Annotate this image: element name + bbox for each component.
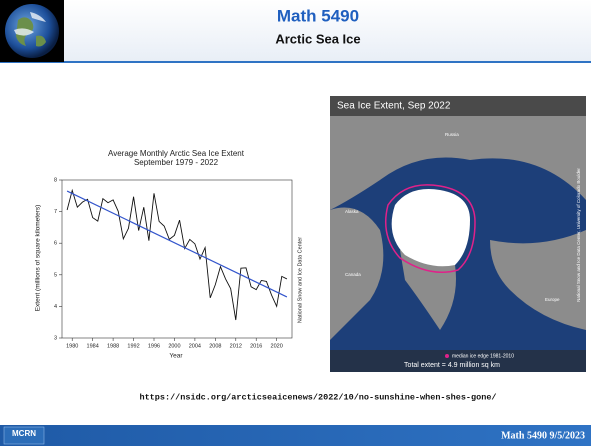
x-tick-label: 2020 <box>271 343 283 349</box>
sea-ice-map: Sea Ice Extent, Sep 2022 median ice edge… <box>330 96 586 372</box>
data-line <box>66 188 288 321</box>
map-label: Greenland <box>425 259 447 264</box>
footer-text: Math 5490 9/5/2023 <box>501 430 585 441</box>
map-label: Canada <box>345 272 361 277</box>
globe-clouds <box>14 12 46 36</box>
x-tick-label: 2004 <box>189 343 201 349</box>
footer-band <box>0 425 591 446</box>
x-tick-label: 1992 <box>127 343 139 349</box>
y-tick-label: 8 <box>54 177 57 183</box>
y-axis-label: Extent (millions of square kilometers) <box>35 205 42 312</box>
slide-subtitle: Arctic Sea Ice <box>275 31 360 46</box>
map-label: Europe <box>545 297 560 302</box>
map-title-bar <box>330 96 586 116</box>
median-ice-edge <box>385 184 476 273</box>
chart-subtitle: September 1979 - 2022 <box>134 158 219 167</box>
x-tick-label: 2000 <box>168 343 180 349</box>
map-footer-bar <box>330 350 586 372</box>
map-total: Total extent = 4.9 million sq km <box>404 362 500 369</box>
sea-ice <box>391 189 470 267</box>
land-greenland <box>400 247 456 330</box>
logo-box <box>3 426 45 445</box>
x-tick-label: 1988 <box>107 343 119 349</box>
y-tick-label: 7 <box>54 209 57 215</box>
land-europe <box>490 230 586 330</box>
x-tick-label: 1996 <box>148 343 160 349</box>
map-credit: National Snow and Ice Data Center, Unive… <box>576 168 581 302</box>
source-note: National Snow and Ice Data Center <box>297 237 303 323</box>
map-label: Russia <box>445 132 459 137</box>
y-tick-label: 4 <box>54 304 57 310</box>
map-title: Sea Ice Extent, Sep 2022 <box>337 101 451 112</box>
footer-logo: MCRN <box>12 429 36 438</box>
x-tick-label: 2016 <box>250 343 262 349</box>
x-tick-label: 1980 <box>66 343 78 349</box>
land-america <box>330 207 384 340</box>
map-label: Alaska <box>345 209 359 214</box>
slide-title: Math 5490 <box>277 6 359 25</box>
chart-title: Average Monthly Arctic Sea Ice Extent <box>108 149 245 158</box>
legend-label: median ice edge 1981-2010 <box>452 353 514 359</box>
x-tick-label: 1984 <box>87 343 99 349</box>
header-band <box>0 0 591 62</box>
plot-frame <box>61 179 293 339</box>
line-chart: Average Monthly Arctic Sea Ice Extent Se… <box>35 149 304 360</box>
source-url: https://nsidc.org/arcticseaicenews/2022/… <box>139 392 496 402</box>
x-tick-label: 2012 <box>230 343 242 349</box>
x-tick-label: 2008 <box>209 343 221 349</box>
trend-line <box>66 190 288 298</box>
y-tick-label: 3 <box>54 335 57 341</box>
x-axis-label: Year <box>169 353 183 360</box>
y-tick-label: 6 <box>54 241 57 247</box>
y-tick-label: 5 <box>54 272 57 278</box>
land-russia <box>330 116 586 210</box>
legend-swatch <box>445 354 449 358</box>
